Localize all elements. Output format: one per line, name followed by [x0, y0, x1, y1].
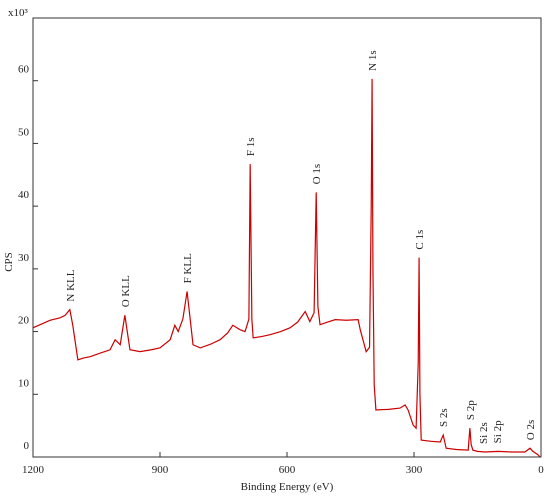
y-tick-label: 20: [18, 315, 30, 327]
peak-label: N 1s: [367, 50, 379, 70]
peak-label: S 2s: [438, 408, 450, 427]
x-tick-label: 900: [152, 464, 169, 476]
y-tick-label: 30: [18, 252, 30, 264]
peak-label: F 1s: [245, 137, 257, 156]
x-tick-label: 300: [406, 464, 423, 476]
peak-label: Si 2s: [478, 422, 490, 444]
peak-label: Si 2p: [492, 420, 504, 443]
peak-label: O 2s: [525, 420, 537, 440]
plot-frame: [32, 17, 542, 458]
x-tick-label: 0: [538, 464, 544, 476]
x-tick-label: 1200: [22, 464, 45, 476]
x-tick-label: 600: [279, 464, 296, 476]
y-tick-label: 10: [18, 377, 30, 389]
peak-label: F KLL: [182, 253, 194, 284]
peak-label: C 1s: [414, 230, 426, 250]
peak-label: N KLL: [65, 269, 77, 301]
spectrum-line: [32, 78, 541, 458]
y-tick-label: 0: [24, 440, 30, 452]
y-tick-label: 40: [18, 189, 30, 201]
y-axis-label: CPS: [3, 252, 15, 272]
y-unit: x10³: [8, 7, 29, 19]
peak-label: S 2p: [465, 400, 477, 420]
y-tick-label: 60: [18, 64, 30, 76]
x-axis-label: Binding Energy (eV): [241, 481, 334, 493]
peak-label: O KLL: [120, 275, 132, 307]
y-tick-label: 50: [18, 126, 30, 138]
peak-label: O 1s: [311, 164, 323, 184]
